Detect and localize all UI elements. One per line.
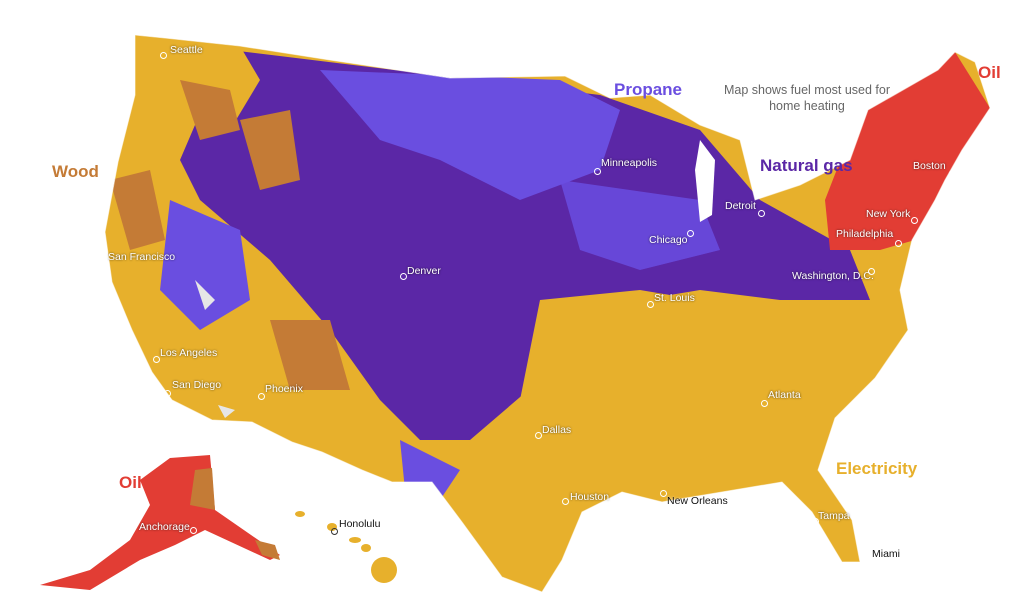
city-marker bbox=[535, 432, 542, 439]
city-marker bbox=[812, 518, 819, 525]
city-marker bbox=[190, 527, 197, 534]
alaska-wood-region bbox=[190, 468, 215, 510]
city-marker bbox=[647, 301, 654, 308]
city-marker bbox=[761, 400, 768, 407]
city-st-louis: St. Louis bbox=[654, 292, 695, 304]
city-san-francisco: San Francisco bbox=[108, 251, 176, 263]
city-phoenix: Phoenix bbox=[265, 383, 303, 395]
city-houston: Houston bbox=[570, 491, 610, 503]
city-marker bbox=[153, 356, 160, 363]
city-marker bbox=[895, 240, 902, 247]
propane-region-north bbox=[320, 70, 620, 200]
electricity-south bbox=[520, 290, 900, 470]
city-marker bbox=[400, 273, 407, 280]
city-marker bbox=[594, 168, 601, 175]
city-marker bbox=[100, 256, 107, 263]
city-san-diego: San Diego bbox=[172, 379, 222, 391]
city-washington-dc: Washington, D.C. bbox=[792, 270, 874, 282]
propane-region-west bbox=[160, 200, 250, 330]
city-marker bbox=[562, 498, 569, 505]
label-oil-northeast: Oil bbox=[978, 63, 1001, 82]
label-wood: Wood bbox=[52, 162, 99, 181]
hawaii bbox=[295, 511, 397, 583]
city-denver: Denver bbox=[407, 265, 441, 277]
city-philadelphia: Philadelphia bbox=[836, 228, 894, 240]
city-marker bbox=[911, 217, 918, 224]
city-marker bbox=[164, 390, 171, 397]
label-propane: Propane bbox=[614, 80, 683, 99]
label-electricity: Electricity bbox=[836, 459, 918, 478]
city-tampa: Tampa bbox=[818, 510, 850, 522]
city-marker bbox=[258, 393, 265, 400]
city-new-orleans: New Orleans bbox=[667, 495, 728, 507]
city-marker bbox=[660, 490, 667, 497]
oil-region-northeast bbox=[825, 52, 990, 250]
city-detroit: Detroit bbox=[725, 200, 756, 212]
city-atlanta: Atlanta bbox=[768, 389, 801, 401]
city-marker bbox=[868, 268, 875, 275]
city-marker bbox=[687, 230, 694, 237]
city-boston: Boston bbox=[913, 160, 946, 172]
alaska-southeast-wood bbox=[255, 540, 280, 560]
city-marker bbox=[949, 170, 956, 177]
city-miami: Miami bbox=[872, 548, 900, 560]
city-anchorage: Anchorage bbox=[139, 521, 190, 533]
city-new-york: New York bbox=[866, 208, 911, 220]
city-minneapolis: Minneapolis bbox=[601, 157, 658, 169]
label-natural-gas: Natural gas bbox=[760, 156, 853, 175]
wood-regions bbox=[110, 80, 350, 390]
label-oil-alaska: Oil bbox=[119, 473, 142, 492]
propane-region-midwest bbox=[560, 180, 720, 270]
alaska bbox=[40, 455, 280, 590]
city-chicago: Chicago bbox=[649, 234, 688, 246]
city-los-angeles: Los Angeles bbox=[160, 347, 218, 359]
city-marker bbox=[160, 52, 167, 59]
city-seattle: Seattle bbox=[170, 44, 203, 56]
city-honolulu: Honolulu bbox=[339, 518, 381, 530]
natural-gas-region bbox=[180, 50, 870, 440]
city-marker bbox=[331, 528, 338, 535]
lake-michigan bbox=[695, 140, 715, 222]
city-dallas: Dallas bbox=[542, 424, 572, 436]
city-marker bbox=[758, 210, 765, 217]
map-note: Map shows fuel most used for home heatin… bbox=[723, 83, 891, 113]
